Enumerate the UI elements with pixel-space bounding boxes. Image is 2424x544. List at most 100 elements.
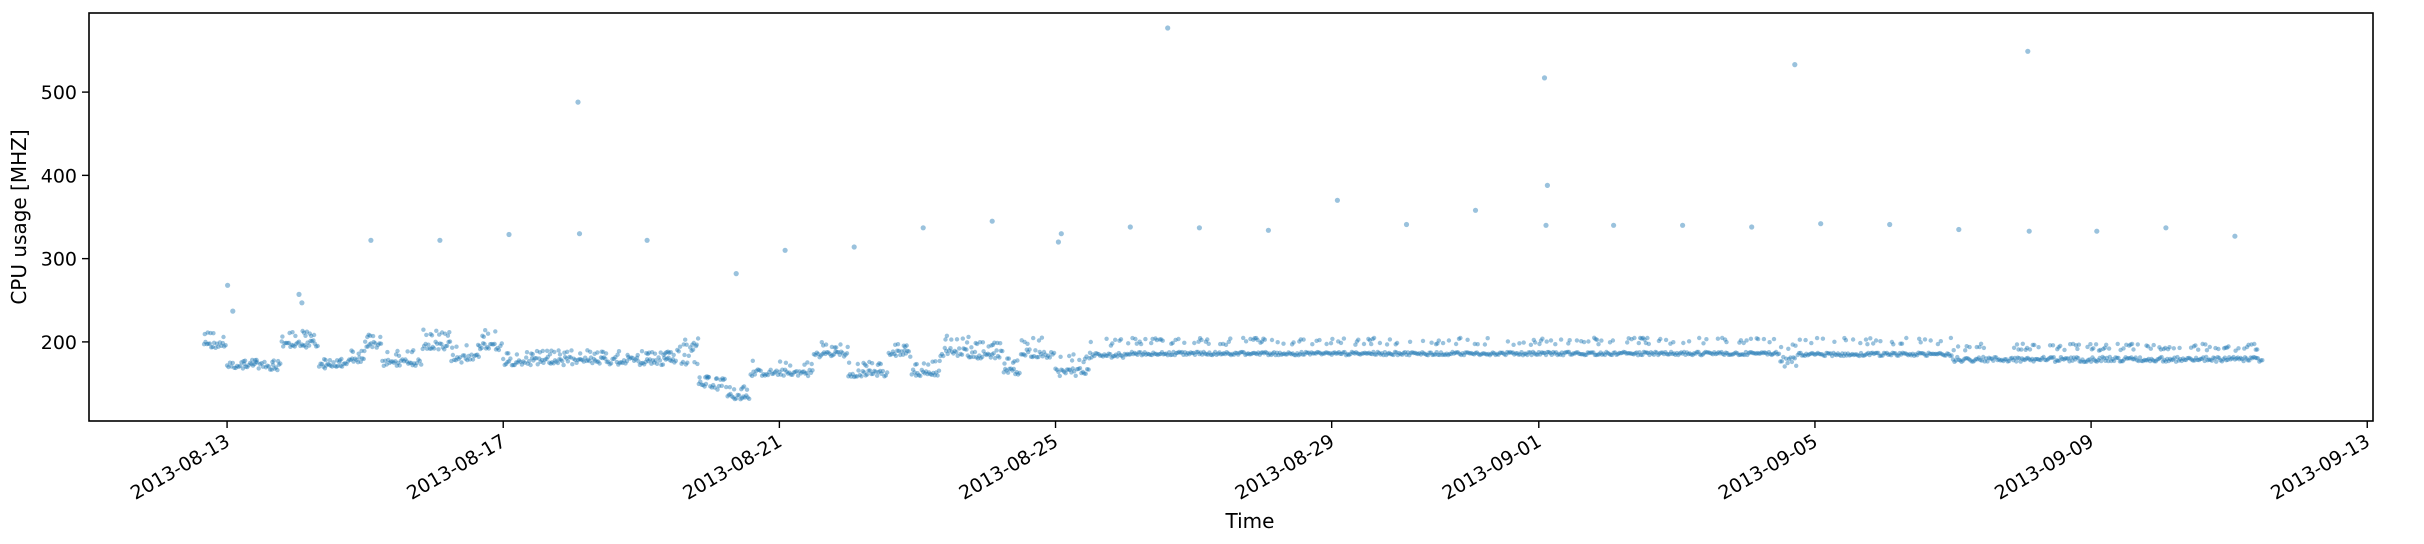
data-point bbox=[2204, 348, 2210, 353]
data-point bbox=[1631, 352, 1636, 357]
data-point bbox=[2186, 355, 2192, 361]
data-point bbox=[1740, 352, 1746, 357]
data-point bbox=[1539, 350, 1544, 355]
data-point bbox=[1077, 366, 1083, 371]
data-point bbox=[1955, 344, 1961, 349]
data-point bbox=[327, 358, 333, 363]
data-point bbox=[2054, 358, 2059, 363]
data-point bbox=[2111, 358, 2117, 364]
data-point bbox=[1863, 352, 1868, 358]
data-point bbox=[804, 370, 809, 376]
data-point bbox=[908, 354, 913, 359]
data-point bbox=[1461, 352, 1467, 358]
data-point bbox=[2246, 342, 2251, 347]
data-point bbox=[534, 356, 539, 361]
data-point bbox=[453, 358, 458, 363]
data-point bbox=[1650, 351, 1655, 356]
data-point bbox=[2175, 354, 2180, 360]
data-point bbox=[639, 361, 644, 366]
outlier-point bbox=[1403, 221, 1410, 228]
data-point bbox=[1113, 352, 1119, 357]
data-point bbox=[1433, 342, 1439, 347]
data-point bbox=[1538, 352, 1543, 357]
data-point bbox=[259, 361, 264, 366]
data-point bbox=[1697, 335, 1702, 341]
data-point bbox=[1284, 352, 1290, 357]
data-point bbox=[780, 367, 785, 372]
data-point bbox=[1876, 350, 1881, 356]
data-point bbox=[1555, 352, 1560, 358]
data-point bbox=[2252, 341, 2257, 347]
data-point bbox=[1922, 337, 1928, 342]
data-point bbox=[549, 360, 555, 365]
data-point bbox=[915, 371, 920, 376]
data-point bbox=[511, 362, 516, 368]
data-point bbox=[2123, 355, 2128, 360]
data-point bbox=[2247, 358, 2252, 363]
data-point bbox=[1377, 340, 1383, 346]
data-point bbox=[2104, 355, 2110, 361]
data-point bbox=[649, 350, 655, 355]
data-point bbox=[1241, 335, 1246, 341]
data-point bbox=[1465, 337, 1470, 342]
data-point bbox=[208, 330, 213, 336]
data-point bbox=[755, 367, 760, 372]
data-point bbox=[1505, 339, 1511, 344]
data-point bbox=[929, 372, 934, 377]
data-point bbox=[262, 359, 267, 365]
data-point bbox=[1985, 359, 1990, 364]
data-point bbox=[1053, 366, 1058, 371]
data-point bbox=[688, 345, 693, 350]
data-point bbox=[1196, 339, 1201, 344]
data-point bbox=[1342, 349, 1347, 355]
data-point bbox=[219, 343, 224, 348]
data-point bbox=[1269, 352, 1274, 358]
data-point bbox=[404, 359, 410, 364]
data-point bbox=[1995, 357, 2000, 363]
data-point bbox=[211, 331, 216, 336]
data-point bbox=[2117, 359, 2123, 364]
data-point bbox=[1226, 339, 1232, 344]
data-point bbox=[1981, 345, 1987, 351]
data-point bbox=[1801, 353, 1806, 358]
data-point bbox=[1248, 351, 1254, 357]
data-point bbox=[1807, 352, 1812, 357]
data-point bbox=[1210, 352, 1215, 358]
data-point bbox=[1929, 351, 1934, 357]
data-point bbox=[969, 345, 974, 350]
data-point bbox=[2083, 359, 2088, 364]
data-point bbox=[1269, 337, 1275, 343]
data-point bbox=[1159, 350, 1165, 355]
data-point bbox=[436, 347, 441, 352]
data-point bbox=[1095, 351, 1100, 356]
data-point bbox=[472, 353, 477, 359]
data-point bbox=[272, 366, 277, 371]
data-point bbox=[1609, 352, 1615, 358]
data-point bbox=[311, 332, 317, 338]
outlier-point bbox=[296, 291, 302, 297]
x-tick-label: 2013-08-21 bbox=[679, 430, 786, 504]
data-point bbox=[1241, 350, 1247, 355]
data-point bbox=[250, 357, 255, 363]
x-axis-ticks: 2013-08-13 2013-08-17 2013-08-21 2013-08-25… bbox=[127, 421, 2374, 505]
data-point bbox=[2060, 356, 2065, 361]
data-point bbox=[246, 363, 251, 368]
data-point bbox=[1446, 338, 1452, 343]
data-point bbox=[557, 357, 562, 362]
data-point bbox=[1594, 337, 1600, 342]
data-point bbox=[2229, 356, 2235, 361]
data-point bbox=[378, 341, 384, 346]
data-point bbox=[1797, 337, 1803, 342]
data-point bbox=[744, 393, 749, 398]
data-point bbox=[1611, 350, 1616, 355]
data-point bbox=[515, 360, 520, 365]
data-point bbox=[1187, 352, 1192, 357]
data-point bbox=[1012, 359, 1017, 364]
data-point bbox=[2055, 347, 2060, 352]
data-point bbox=[462, 353, 467, 358]
data-point bbox=[1387, 350, 1392, 356]
data-point bbox=[1496, 352, 1501, 357]
data-point bbox=[1582, 352, 1588, 358]
data-point bbox=[708, 384, 713, 389]
data-point bbox=[289, 342, 294, 348]
